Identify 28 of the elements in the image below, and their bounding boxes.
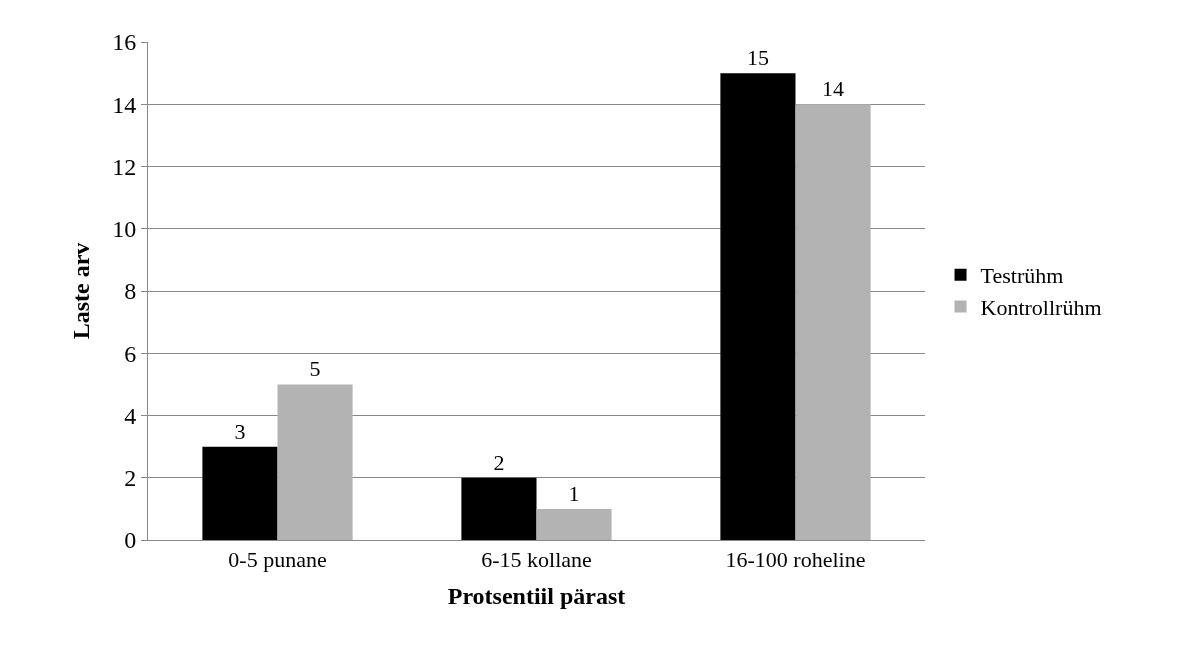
x-axis-title: Protsentiil pärast: [447, 582, 626, 609]
legend-label: Testrühm: [980, 263, 1064, 289]
y-tick-label: 2: [124, 465, 137, 492]
x-tick-label: 0-5 punane: [228, 547, 327, 573]
data-label: 15: [746, 45, 769, 71]
bar: [720, 73, 796, 540]
bar: [536, 508, 612, 540]
data-label: 1: [568, 480, 580, 506]
legend-label: Kontrollrühm: [980, 294, 1102, 320]
y-tick-label: 8: [124, 278, 137, 305]
y-tick-label: 4: [124, 402, 137, 429]
y-tick-label: 16: [112, 29, 137, 56]
y-tick-label: 6: [124, 340, 137, 367]
x-tick-label: 16-100 roheline: [725, 547, 866, 573]
data-label: 5: [309, 356, 321, 382]
x-tick-label: 6-15 kollane: [481, 547, 592, 573]
bar: [461, 477, 537, 540]
bar: [277, 384, 353, 540]
bar: [202, 446, 278, 540]
data-label: 2: [493, 449, 505, 475]
y-tick-label: 14: [112, 91, 137, 118]
y-tick-label: 12: [112, 153, 137, 180]
y-tick-label: 10: [112, 216, 137, 243]
bar: [795, 104, 871, 540]
data-label: 14: [822, 76, 845, 102]
data-label: 3: [234, 418, 246, 444]
y-tick-label: 0: [124, 527, 137, 554]
y-axis-title: Laste arv: [68, 242, 95, 340]
